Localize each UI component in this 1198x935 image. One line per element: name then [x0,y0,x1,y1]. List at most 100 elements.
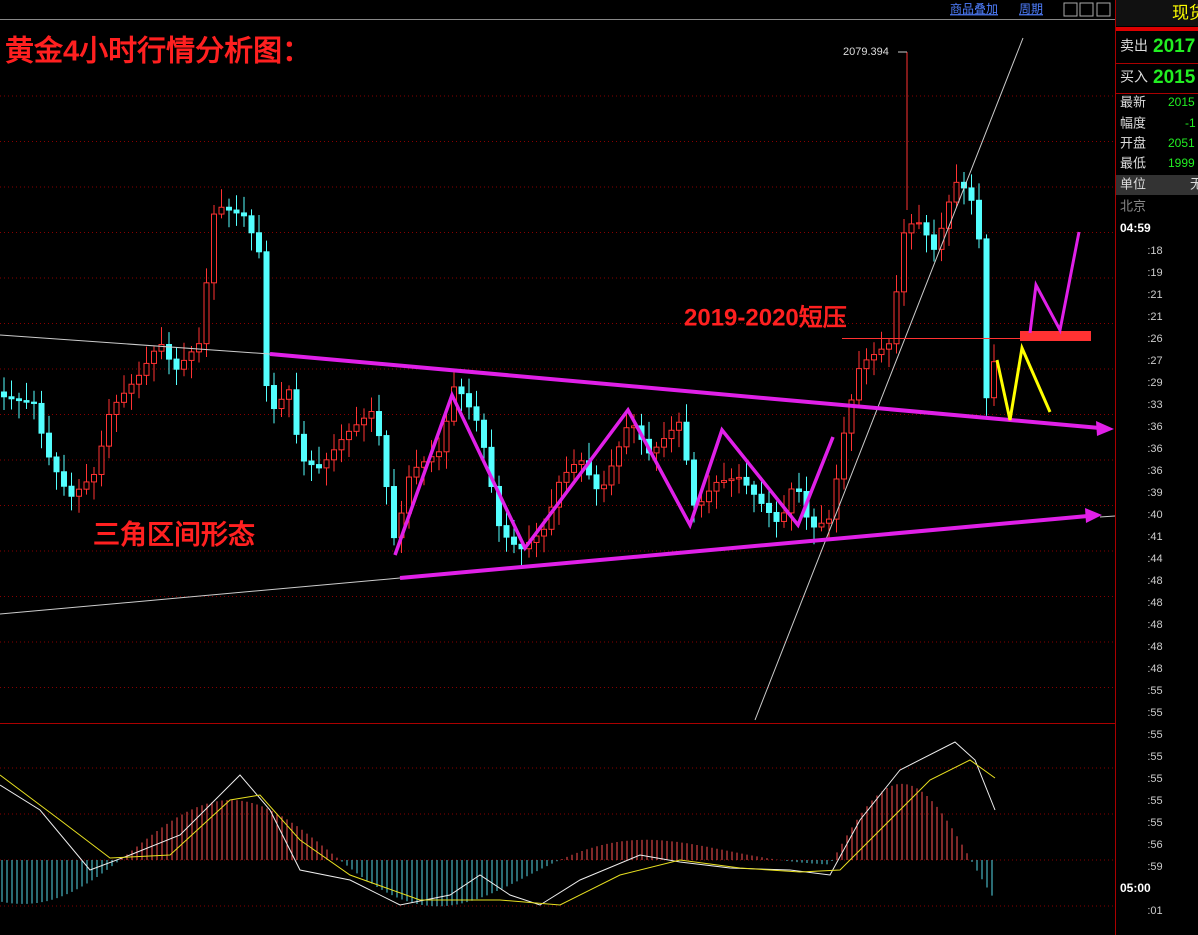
time-tick: :21 [1147,289,1162,301]
row-label: 卖出 [1120,38,1148,54]
chart-title: 黄金4小时行情分析图： [5,34,311,68]
dea-line [0,759,996,906]
candle-body [226,206,232,211]
time-tick: :36 [1147,465,1162,477]
nav-button[interactable] [1063,2,1078,17]
candle-body [466,393,472,408]
candle-body [713,481,720,492]
candle-body [263,251,270,387]
candle-body [61,471,67,487]
trend-line [1099,515,1116,518]
time-tick: :48 [1147,641,1162,653]
candle-body [331,449,337,461]
trend-line [754,37,1024,721]
candle-body [31,401,37,404]
row-label: 开盘 [1120,135,1146,150]
macd [0,741,996,907]
candle-body [953,181,960,203]
candle-body [376,411,382,437]
resistance-bar [1020,331,1091,341]
time-tick: :55 [1147,685,1162,697]
row-label: 最低 [1120,155,1146,170]
candle-body [23,400,30,403]
candle-body [983,238,990,399]
candle-body [278,398,285,410]
time-tick: :48 [1147,597,1162,609]
time-tick: :41 [1147,531,1162,543]
candle-body [361,417,367,426]
candle-body [563,471,570,483]
candle-body [121,392,127,403]
panel-title: 现货 [1172,3,1198,22]
candle-body [818,522,825,528]
trend-lines [0,37,1116,721]
candle-body [728,478,735,482]
candle-body [286,389,292,400]
row-value: -1 [1185,116,1196,130]
candle-body [16,398,22,402]
trend-line [0,577,401,615]
candle-body [923,222,930,236]
overlay-link[interactable]: 商品叠加 [950,1,998,16]
candle-body [841,432,847,480]
candle-body [788,488,795,514]
candle-body [901,232,907,293]
target-path [1028,231,1081,335]
candle-body [743,476,750,486]
candle-body [946,201,952,229]
time-tick: :55 [1147,773,1162,785]
candle-body [338,439,345,451]
candle-body [113,401,120,415]
candle-body [136,374,142,385]
candle-body [908,223,915,234]
candle-body [698,501,705,506]
candle-body [128,383,135,394]
candle-body [256,232,262,253]
candle-body [233,209,240,214]
time-tick: :36 [1147,443,1162,455]
candle-body [706,490,712,503]
candle-body [556,481,562,508]
candle-body [293,389,300,435]
candle-body [593,474,600,490]
row-value: 2051 [1168,136,1195,150]
pattern-label: 三角区间形态 [93,519,255,550]
candle-body [541,528,547,537]
candle-body [623,427,630,448]
candle-body [608,465,615,486]
candle-body [736,476,742,480]
candle-body [271,385,277,410]
row-label: 幅度 [1120,115,1146,130]
nav-button[interactable] [1096,2,1111,17]
candle-body [458,386,465,395]
candle-body [781,512,787,522]
candle-body [308,460,315,466]
candle-body [181,359,187,370]
candle-body [353,424,360,432]
candle-body [91,473,97,483]
row-label: 买入 [1120,69,1148,85]
unit-row [1116,175,1198,195]
candle-body [143,362,150,376]
city: 北京 [1120,198,1146,213]
time: 04:59 [1120,221,1151,235]
panel-header [1116,0,1198,26]
candle-body [863,359,870,370]
candle-body [511,536,517,545]
time-tick: :27 [1147,355,1162,367]
period-link[interactable]: 周期 [1019,2,1043,16]
time-tick: :48 [1147,663,1162,675]
candle-body [811,516,817,528]
nav-button[interactable] [1079,2,1094,17]
candle-body [166,344,172,360]
candle-body [931,234,937,250]
candle-body [676,421,682,431]
candle-body [661,438,667,448]
candle-body [196,343,202,353]
candle-body [443,420,450,453]
candle-body [188,351,195,361]
time-tick: :21 [1147,311,1162,323]
